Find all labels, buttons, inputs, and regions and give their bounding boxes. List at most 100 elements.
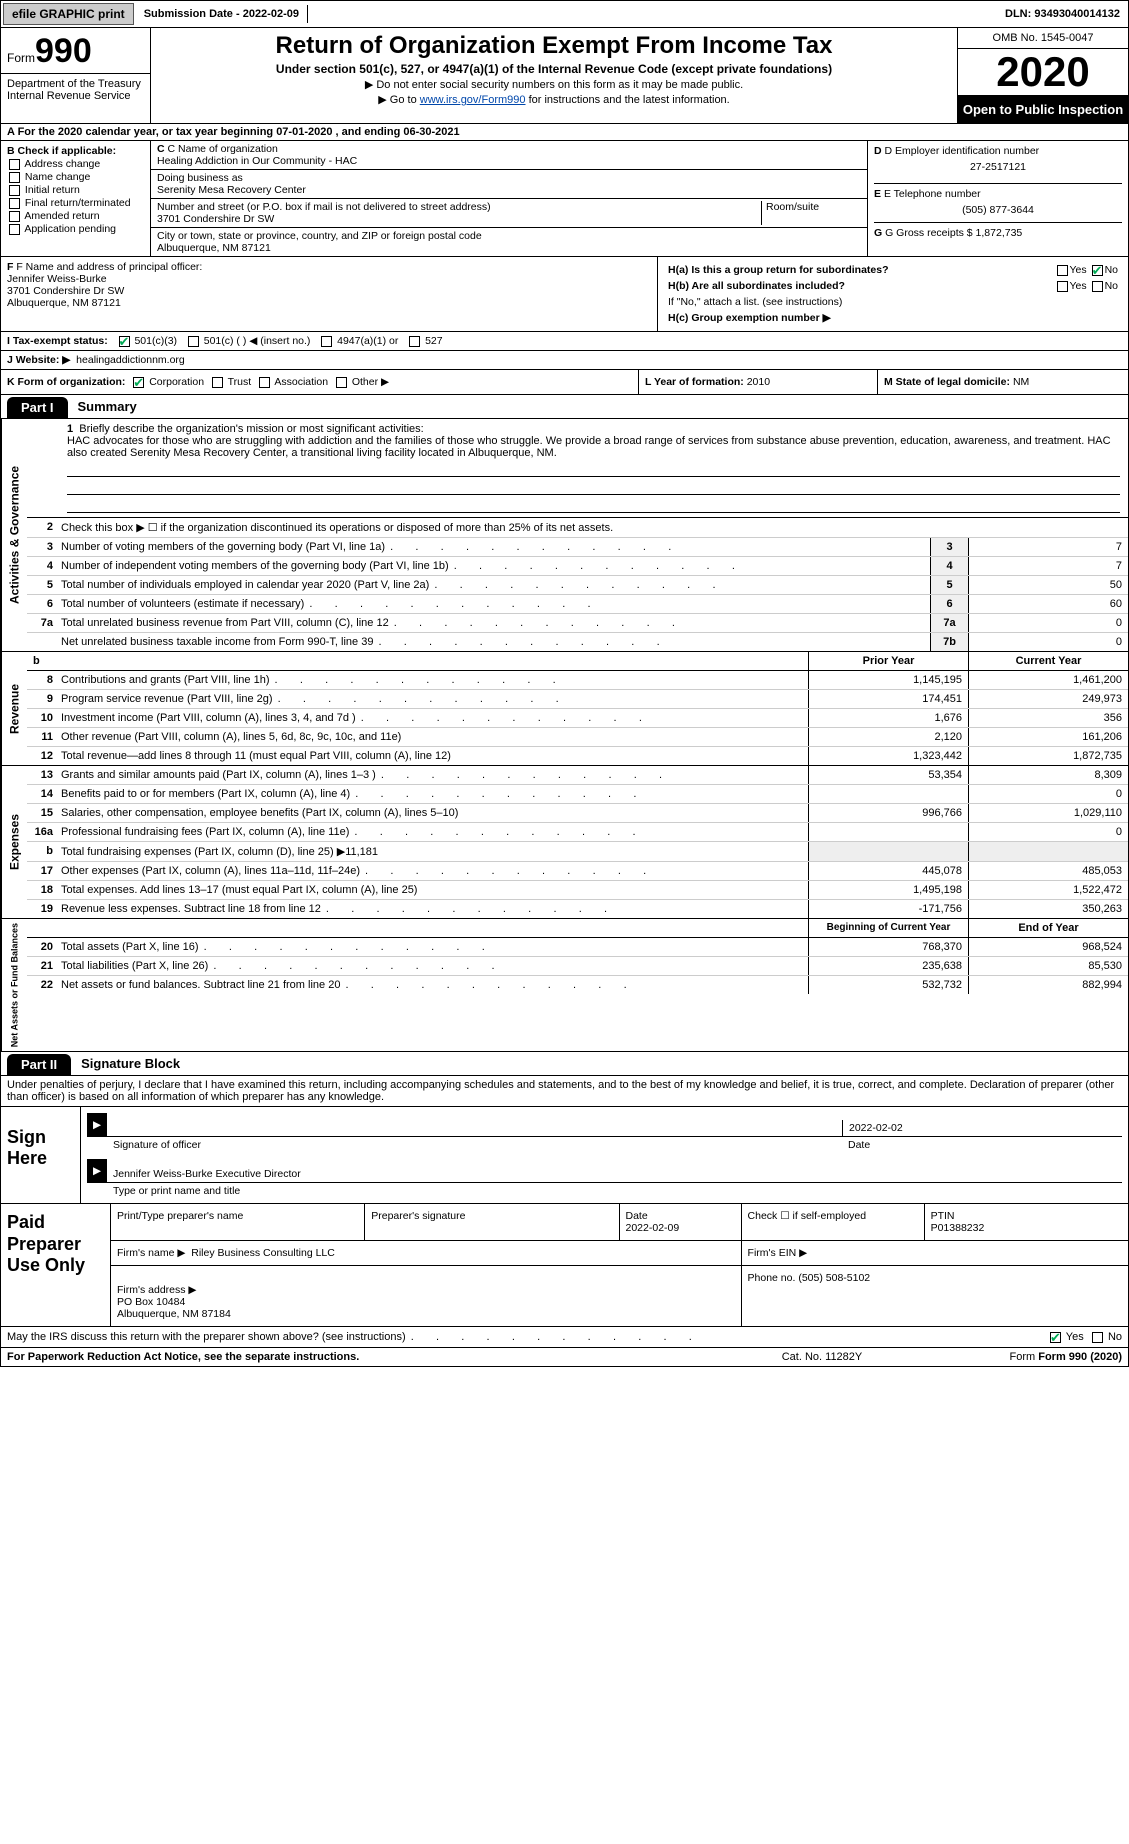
penalties-statement: Under penalties of perjury, I declare th…: [0, 1076, 1129, 1107]
curr-val: 0: [968, 823, 1128, 841]
curr-val: 356: [968, 709, 1128, 727]
cb-initial-return[interactable]: Initial return: [7, 184, 144, 196]
cb-501c[interactable]: [188, 336, 199, 347]
sign-date: 2022-02-02: [842, 1120, 1122, 1136]
expenses-block: Expenses 13 Grants and similar amounts p…: [0, 766, 1129, 919]
section-h: H(a) Is this a group return for subordin…: [658, 257, 1128, 331]
line-num: 5: [27, 576, 57, 594]
line-box: 7a: [930, 614, 968, 632]
mission-num: 1: [67, 423, 73, 435]
line-5: 5 Total number of individuals employed i…: [27, 575, 1128, 594]
dba-row: Doing business as Serenity Mesa Recovery…: [151, 170, 867, 199]
cb-527[interactable]: [409, 336, 420, 347]
prior-val: 1,495,198: [808, 881, 968, 899]
section-f: F F Name and address of principal office…: [1, 257, 658, 331]
line-desc: Total number of individuals employed in …: [57, 576, 930, 594]
hb-yes[interactable]: [1057, 281, 1068, 292]
gross-receipts-label: G Gross receipts $: [885, 227, 973, 239]
end-year-header: End of Year: [968, 919, 1128, 937]
dba-value: Serenity Mesa Recovery Center: [157, 184, 861, 196]
form-org-label: K Form of organization:: [7, 376, 125, 388]
line-num: 4: [27, 557, 57, 575]
line-12: 12 Total revenue—add lines 8 through 11 …: [27, 746, 1128, 765]
line-num: b: [27, 842, 57, 861]
vert-label-revenue: Revenue: [1, 652, 27, 765]
line-desc: Total number of volunteers (estimate if …: [57, 595, 930, 613]
line-3: 3 Number of voting members of the govern…: [27, 537, 1128, 556]
form-number-cell: Form990: [1, 28, 151, 73]
line-18: 18 Total expenses. Add lines 13–17 (must…: [27, 880, 1128, 899]
omb-number: OMB No. 1545-0047: [958, 28, 1128, 49]
curr-val: 882,994: [968, 976, 1128, 994]
beginning-year-header: Beginning of Current Year: [808, 919, 968, 937]
firm-addr-label: Firm's address ▶: [117, 1284, 197, 1296]
row-i: I Tax-exempt status: 501(c)(3) 501(c) ( …: [0, 332, 1129, 351]
firm-ein-label: Firm's EIN ▶: [748, 1247, 808, 1259]
phone-value: (505) 877-3644: [874, 204, 1122, 216]
year-formation: 2010: [747, 376, 770, 388]
line-desc: Number of voting members of the governin…: [57, 538, 930, 556]
line-box: 6: [930, 595, 968, 613]
row-a-tax-year: A For the 2020 calendar year, or tax yea…: [0, 124, 1129, 141]
form990-link[interactable]: www.irs.gov/Form990: [420, 94, 526, 106]
prior-val: 768,370: [808, 938, 968, 956]
line-desc: Total unrelated business revenue from Pa…: [57, 614, 930, 632]
firm-name-label: Firm's name ▶: [117, 1247, 185, 1259]
line-desc: Grants and similar amounts paid (Part IX…: [57, 766, 808, 784]
cb-amended[interactable]: Amended return: [7, 210, 144, 222]
cb-other[interactable]: [336, 377, 347, 388]
efile-print-button[interactable]: efile GRAPHIC print: [3, 3, 134, 25]
prior-val: 445,078: [808, 862, 968, 880]
officer-name: Jennifer Weiss-Burke: [7, 273, 107, 285]
subtitle-3: ▶ Go to www.irs.gov/Form990 for instruct…: [159, 93, 949, 106]
arrow-icon: ▶: [87, 1159, 107, 1182]
irs-yes[interactable]: [1050, 1332, 1061, 1343]
cb-address-change[interactable]: Address change: [7, 158, 144, 170]
line-7a: 7a Total unrelated business revenue from…: [27, 613, 1128, 632]
line-11: 11 Other revenue (Part VIII, column (A),…: [27, 727, 1128, 746]
firm-addr: PO Box 10484 Albuquerque, NM 87184: [117, 1296, 231, 1320]
line-val: 0: [968, 614, 1128, 632]
prior-val: 1,676: [808, 709, 968, 727]
cb-501c3[interactable]: [119, 336, 130, 347]
line-16b: b Total fundraising expenses (Part IX, c…: [27, 841, 1128, 861]
sub3-pre: ▶ Go to: [378, 94, 419, 106]
sig-officer-label: Signature of officer: [107, 1139, 842, 1151]
prior-val: [808, 823, 968, 841]
section-fh: F F Name and address of principal office…: [0, 257, 1129, 332]
line-num: [27, 633, 57, 651]
website-label: J Website: ▶: [7, 354, 70, 366]
cb-corporation[interactable]: [133, 377, 144, 388]
line-14: 14 Benefits paid to or for members (Part…: [27, 784, 1128, 803]
line-desc: Professional fundraising fees (Part IX, …: [57, 823, 808, 841]
line-num: 19: [27, 900, 57, 918]
curr-val: 1,029,110: [968, 804, 1128, 822]
cb-application-pending[interactable]: Application pending: [7, 223, 144, 235]
line-num: 6: [27, 595, 57, 613]
line-val: 60: [968, 595, 1128, 613]
revenue-block: Revenue b Prior Year Current Year 8 Cont…: [0, 652, 1129, 766]
cb-4947[interactable]: [321, 336, 332, 347]
irs-no[interactable]: [1092, 1332, 1103, 1343]
gross-receipts-value: 1,872,735: [976, 227, 1023, 239]
curr-val: 249,973: [968, 690, 1128, 708]
line-desc: Salaries, other compensation, employee b…: [57, 804, 808, 822]
line-num: 11: [27, 728, 57, 746]
line-17: 17 Other expenses (Part IX, column (A), …: [27, 861, 1128, 880]
sign-here-block: Sign Here ▶ 2022-02-02 Signature of offi…: [0, 1107, 1129, 1204]
cb-association[interactable]: [259, 377, 270, 388]
curr-val: 350,263: [968, 900, 1128, 918]
prior-current-header: b Prior Year Current Year: [27, 652, 1128, 670]
print-name-label: Print/Type preparer's name: [117, 1210, 243, 1222]
curr-val: 485,053: [968, 862, 1128, 880]
footer-left: For Paperwork Reduction Act Notice, see …: [7, 1351, 722, 1363]
line-box: 7b: [930, 633, 968, 651]
ha-yes[interactable]: [1057, 265, 1068, 276]
cb-trust[interactable]: [212, 377, 223, 388]
tax-exempt-label: I Tax-exempt status:: [7, 335, 108, 347]
signature-field[interactable]: [107, 1132, 842, 1136]
cb-name-change[interactable]: Name change: [7, 171, 144, 183]
ha-no[interactable]: [1092, 265, 1103, 276]
hb-no[interactable]: [1092, 281, 1103, 292]
cb-final-return[interactable]: Final return/terminated: [7, 197, 144, 209]
